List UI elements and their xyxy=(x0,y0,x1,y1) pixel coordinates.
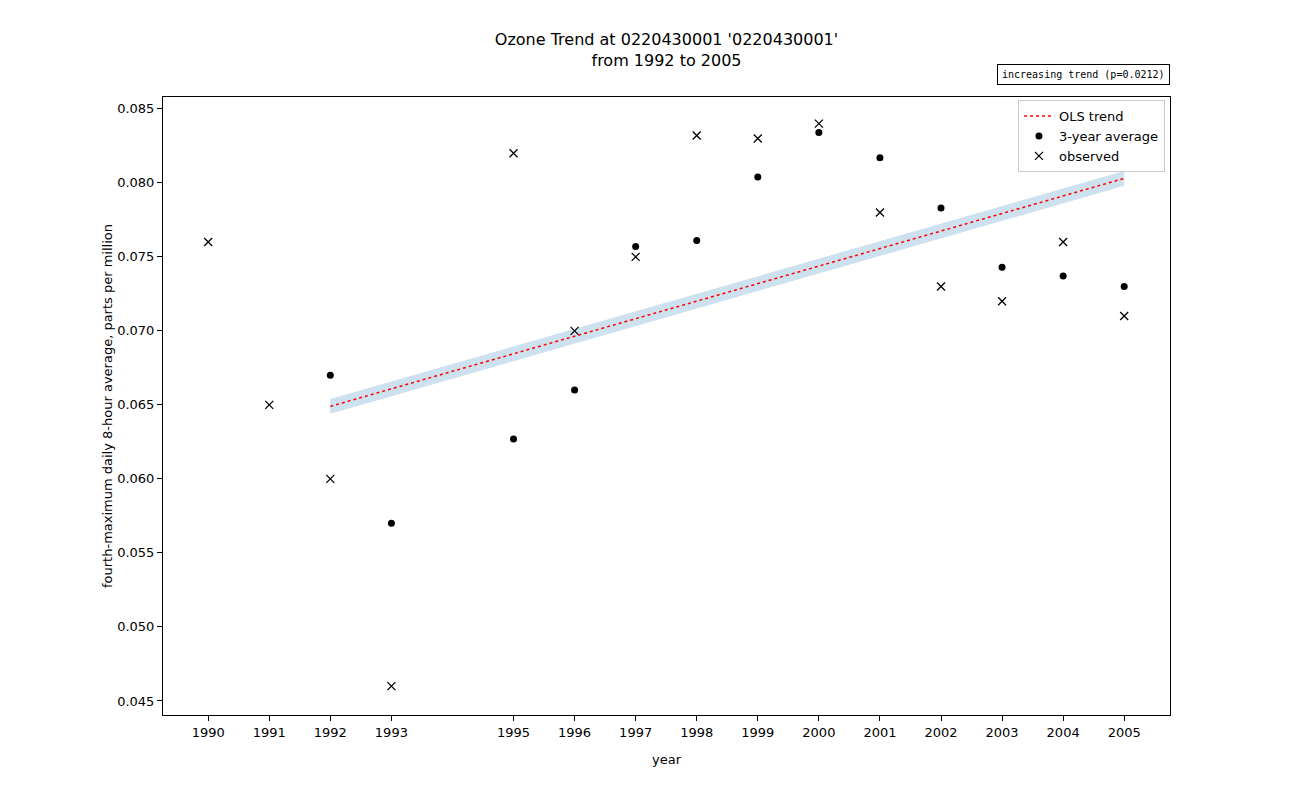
svg-text:0.060: 0.060 xyxy=(117,471,154,486)
svg-text:2004: 2004 xyxy=(1047,725,1080,740)
svg-text:2000: 2000 xyxy=(802,725,835,740)
svg-text:fourth-maximum daily 8-hour av: fourth-maximum daily 8-hour average, par… xyxy=(100,224,115,588)
svg-text:year: year xyxy=(652,752,682,767)
svg-text:0.070: 0.070 xyxy=(117,323,154,338)
svg-text:increasing trend (p=0.0212): increasing trend (p=0.0212) xyxy=(1002,69,1165,80)
svg-text:1992: 1992 xyxy=(314,725,347,740)
svg-text:1993: 1993 xyxy=(375,725,408,740)
svg-text:Ozone Trend at 0220430001 '022: Ozone Trend at 0220430001 '0220430001'fr… xyxy=(495,30,838,70)
svg-text:1995: 1995 xyxy=(497,725,530,740)
svg-text:0.075: 0.075 xyxy=(117,249,154,264)
svg-text:3-year average: 3-year average xyxy=(1059,129,1158,144)
svg-text:0.055: 0.055 xyxy=(117,545,154,560)
svg-text:1996: 1996 xyxy=(558,725,591,740)
svg-text:1991: 1991 xyxy=(253,725,286,740)
svg-text:observed: observed xyxy=(1059,149,1119,164)
svg-text:0.065: 0.065 xyxy=(117,397,154,412)
svg-text:1999: 1999 xyxy=(741,725,774,740)
svg-text:OLS trend: OLS trend xyxy=(1059,109,1124,124)
svg-text:0.085: 0.085 xyxy=(117,101,154,116)
svg-text:1998: 1998 xyxy=(680,725,713,740)
svg-text:0.045: 0.045 xyxy=(117,693,154,708)
svg-text:2001: 2001 xyxy=(863,725,896,740)
svg-text:0.080: 0.080 xyxy=(117,175,154,190)
svg-text:2003: 2003 xyxy=(986,725,1019,740)
svg-text:1997: 1997 xyxy=(619,725,652,740)
svg-text:1990: 1990 xyxy=(192,725,225,740)
svg-text:2005: 2005 xyxy=(1108,725,1141,740)
svg-text:0.050: 0.050 xyxy=(117,619,154,634)
svg-text:2002: 2002 xyxy=(924,725,957,740)
